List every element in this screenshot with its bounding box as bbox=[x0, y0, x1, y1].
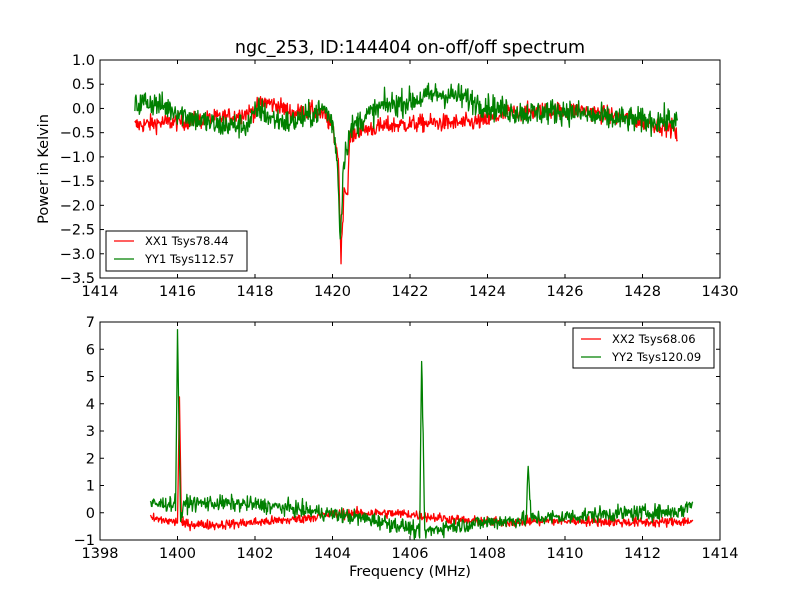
bottom-y-ticks: 7 6 5 4 3 2 1 0 −1 bbox=[74, 315, 720, 549]
x-tick-label: 1426 bbox=[547, 284, 584, 300]
series-line-xx2 bbox=[149, 396, 694, 532]
x-tick-label: 1406 bbox=[392, 546, 429, 562]
legend-label-yy2: YY2 Tsys120.09 bbox=[611, 350, 701, 364]
y-tick-label: −1 bbox=[74, 533, 95, 549]
x-tick-label: 1400 bbox=[159, 546, 196, 562]
y-tick-label: 0.5 bbox=[72, 77, 95, 93]
y-tick-label: 1.0 bbox=[72, 53, 95, 69]
x-tick-label: 1412 bbox=[624, 546, 661, 562]
bottom-legend: XX2 Tsys68.06 YY2 Tsys120.09 bbox=[572, 327, 715, 369]
x-tick-label: 1424 bbox=[469, 284, 506, 300]
top-axes: 1414 1416 1418 1420 1422 1424 1426 1428 1430 1.0… bbox=[36, 53, 738, 300]
series-line-xx1 bbox=[134, 96, 678, 265]
x-tick-label: 1428 bbox=[624, 284, 661, 300]
y-tick-label: 0.0 bbox=[72, 101, 95, 117]
y-tick-label: −2.5 bbox=[60, 223, 95, 239]
x-tick-label: 1422 bbox=[392, 284, 429, 300]
x-tick-label: 1416 bbox=[159, 284, 196, 300]
x-tick-label: 1398 bbox=[82, 546, 119, 562]
legend-label-xx1: XX1 Tsys78.44 bbox=[145, 234, 229, 248]
bottom-axes: 1398 1400 1402 1404 1406 1408 1410 1412 1414 765… bbox=[74, 315, 739, 580]
y-tick-label: −3.5 bbox=[60, 271, 95, 287]
x-tick-label: 1418 bbox=[237, 284, 274, 300]
x-axis-label: Frequency (MHz) bbox=[349, 564, 471, 580]
top-legend-box bbox=[105, 230, 248, 272]
y-tick-label: −1.5 bbox=[60, 174, 95, 190]
y-tick-label: 4 bbox=[86, 397, 95, 413]
top-y-axis-label: Power in Kelvin bbox=[36, 114, 52, 224]
x-tick-label: 1408 bbox=[469, 546, 506, 562]
y-tick-label: −0.5 bbox=[60, 126, 95, 142]
top-plot-series bbox=[134, 82, 679, 265]
chart-title: ngc_253, ID:144404 on-off/off spectrum bbox=[235, 38, 585, 58]
legend-label-yy1: YY1 Tsys112.57 bbox=[144, 252, 234, 266]
x-tick-label: 1410 bbox=[547, 546, 584, 562]
legend-label-xx2: XX2 Tsys68.06 bbox=[612, 332, 696, 346]
top-y-ticks: 1.0 0.5 0.0 −0.5 −1.0 −1.5 −2.0 −2.5 −3.0 −3.5 bbox=[60, 53, 720, 287]
bottom-plot-series bbox=[149, 329, 694, 541]
y-tick-label: 1 bbox=[86, 479, 95, 495]
bottom-x-ticks: 1398 1400 1402 1404 1406 1408 1410 1412 1414 bbox=[82, 322, 739, 562]
top-legend: XX1 Tsys78.44 YY1 Tsys112.57 bbox=[105, 230, 248, 272]
top-x-ticks: 1414 1416 1418 1420 1422 1424 1426 1428 1430 bbox=[82, 60, 739, 300]
x-tick-label: 1402 bbox=[237, 546, 274, 562]
x-tick-label: 1420 bbox=[314, 284, 351, 300]
y-tick-label: −2.0 bbox=[60, 198, 95, 214]
y-tick-label: 7 bbox=[86, 315, 95, 331]
series-line-yy1 bbox=[134, 82, 679, 240]
y-tick-label: 2 bbox=[86, 451, 95, 467]
x-tick-label: 1414 bbox=[702, 546, 739, 562]
series-line-yy2 bbox=[149, 329, 694, 541]
x-tick-label: 1414 bbox=[82, 284, 119, 300]
y-tick-label: 3 bbox=[86, 424, 95, 440]
y-tick-label: −3.0 bbox=[60, 247, 95, 263]
bottom-legend-box bbox=[572, 327, 715, 369]
x-tick-label: 1430 bbox=[702, 284, 739, 300]
x-tick-label: 1404 bbox=[314, 546, 351, 562]
y-tick-label: 0 bbox=[86, 506, 95, 522]
y-tick-label: −1.0 bbox=[60, 150, 95, 166]
y-tick-label: 6 bbox=[86, 342, 95, 358]
y-tick-label: 5 bbox=[86, 370, 95, 386]
